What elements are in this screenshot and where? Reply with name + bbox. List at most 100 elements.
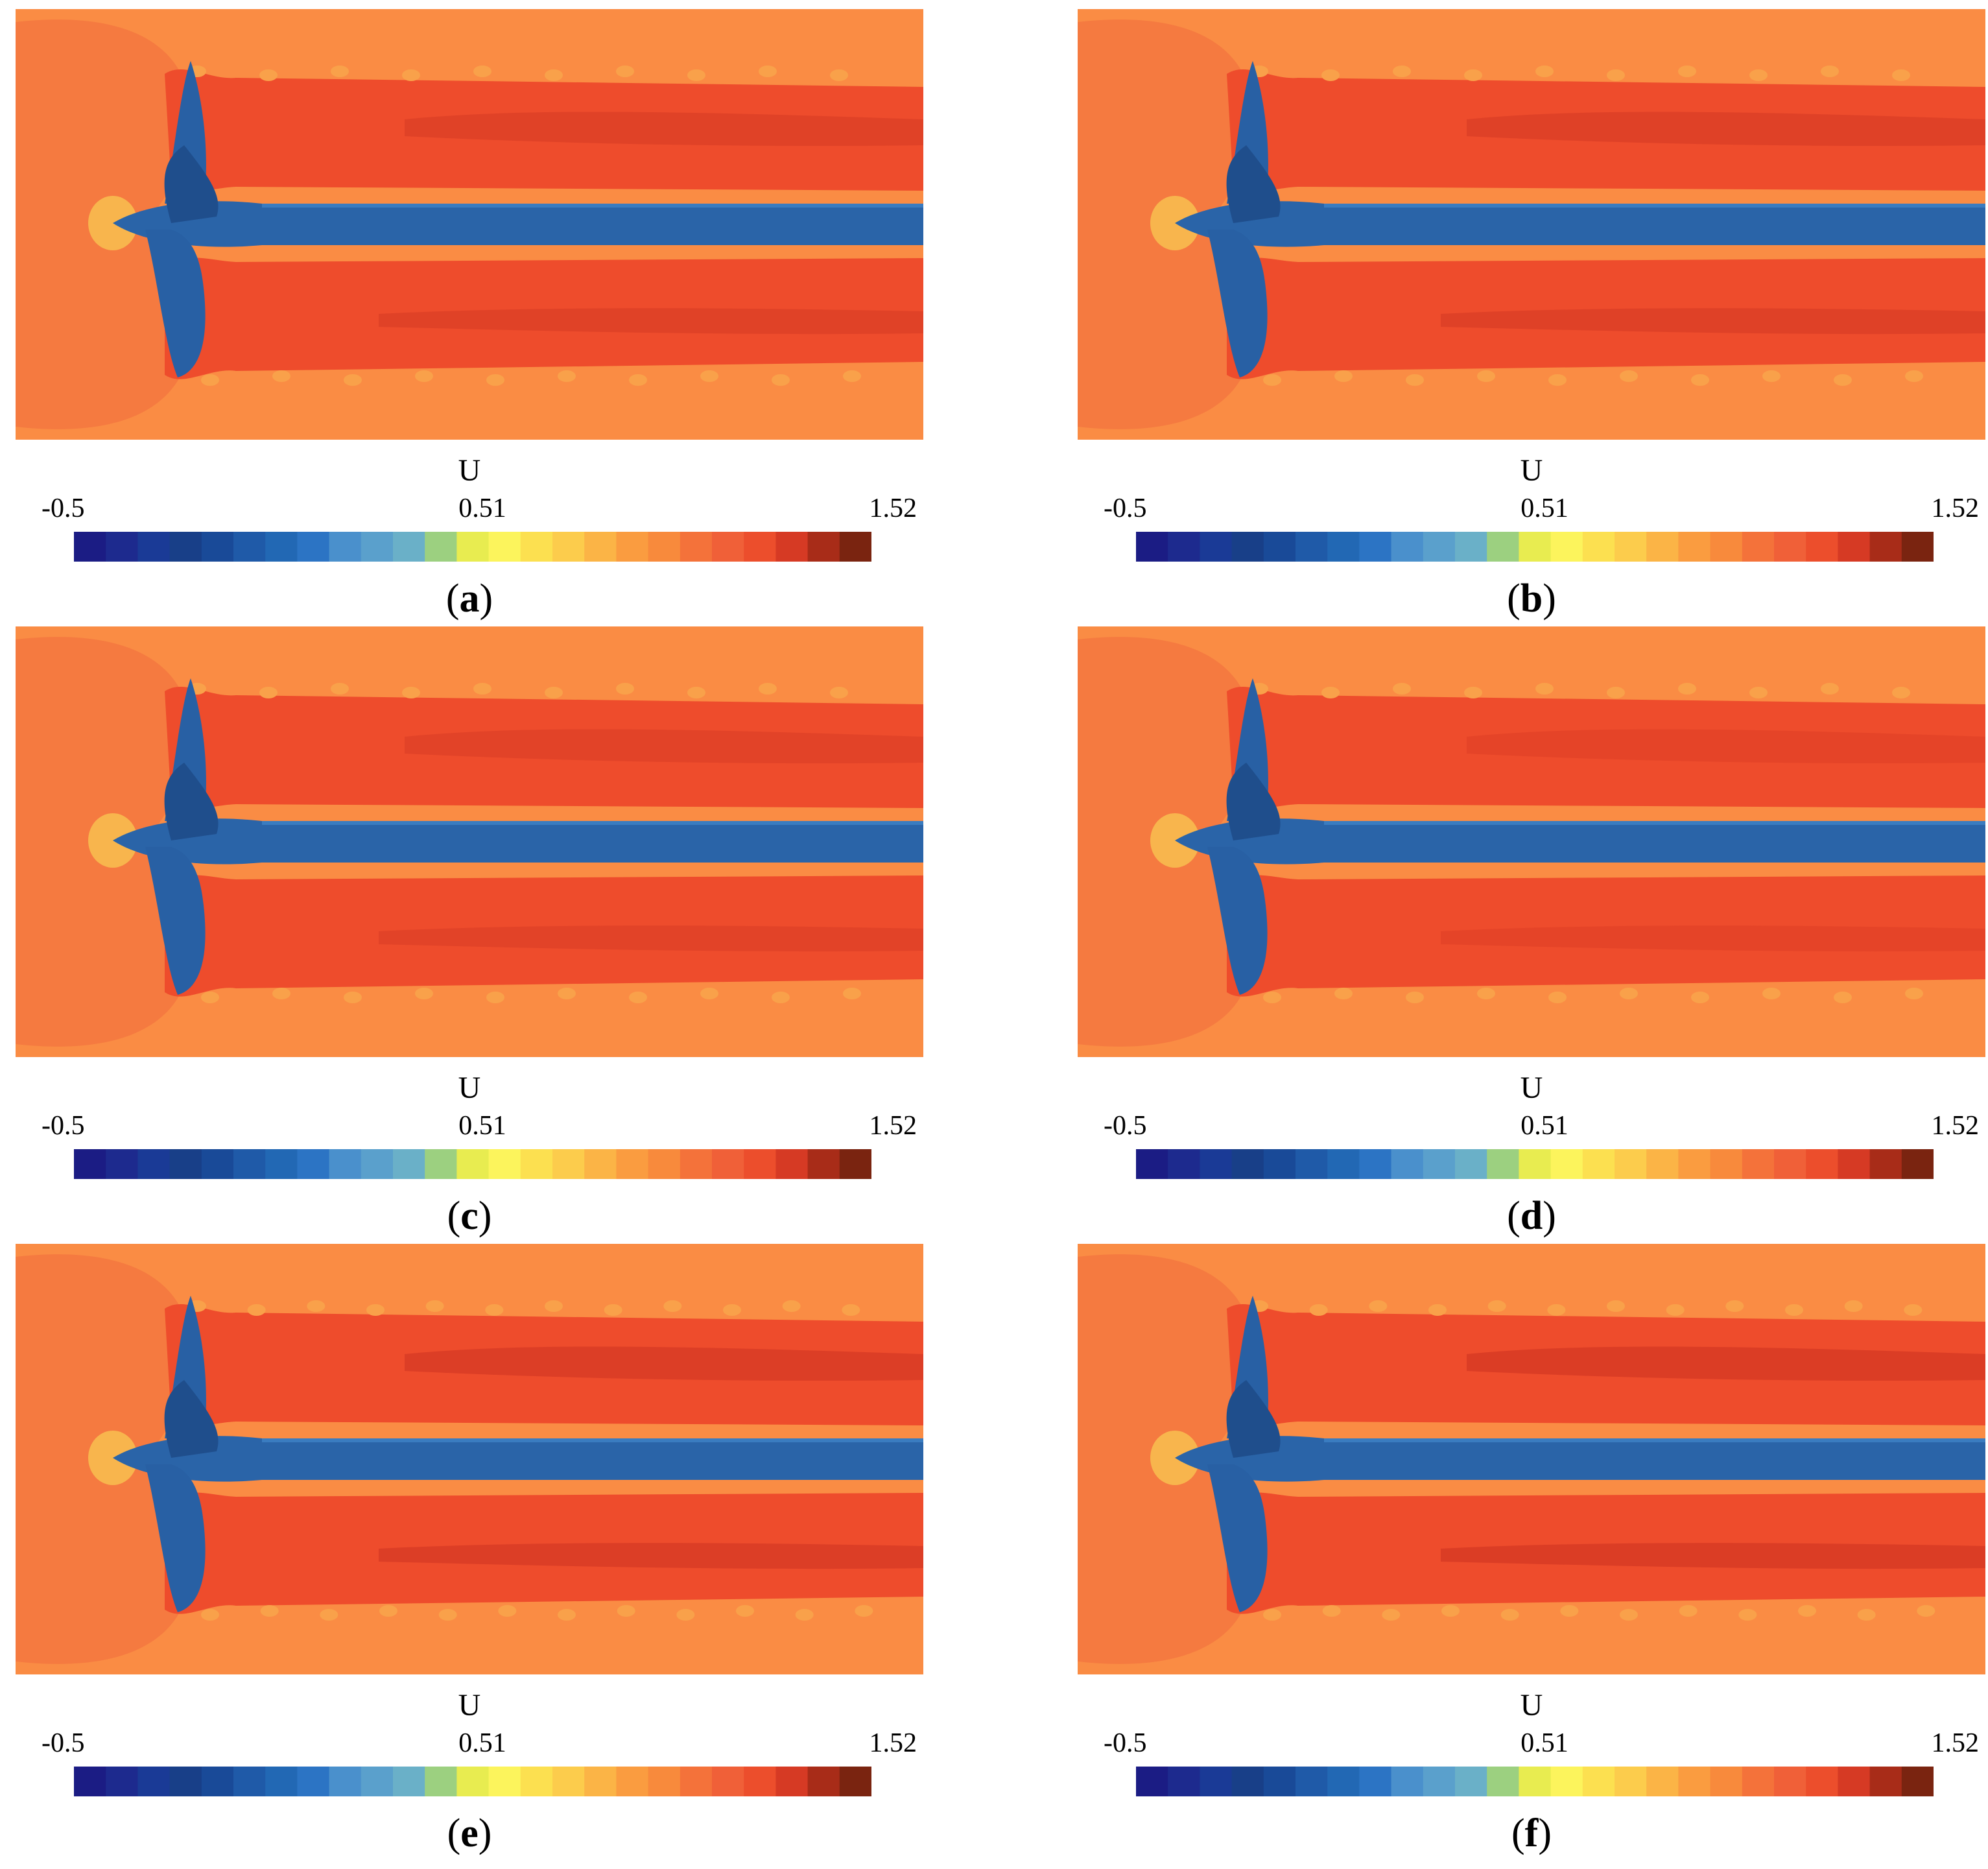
colorbar-max-label: 1.52 [1931, 494, 1980, 523]
tip-vortex-blob [1393, 683, 1411, 695]
tip-vortex-blob [415, 988, 433, 999]
tip-vortex-blob [320, 1609, 338, 1621]
colorbar-segment [1359, 532, 1392, 562]
tip-vortex-blob [1666, 1304, 1685, 1316]
tip-vortex-blob [700, 370, 718, 382]
colorbar-segment [1231, 1767, 1264, 1796]
lower-wake-core [379, 308, 923, 335]
tip-vortex-blob [1857, 1609, 1876, 1621]
tip-vortex-blob [1749, 69, 1768, 81]
shaft-highlight [1324, 1438, 1985, 1442]
colorbar-segment [1391, 532, 1424, 562]
tip-vortex-blob [1406, 374, 1424, 386]
colorbar-mid-label: 0.51 [1521, 1111, 1568, 1141]
tip-vortex-blob [1477, 370, 1495, 382]
colorbar-segment [233, 532, 266, 562]
tip-vortex-blob [486, 374, 504, 386]
colorbar-segment [106, 1149, 138, 1179]
colorbar-segment [1582, 532, 1615, 562]
colorbar-segment [1838, 1767, 1871, 1796]
colorbar-segment [1806, 532, 1838, 562]
colorbar-segment [1359, 1149, 1392, 1179]
contour-panel-f: U -0.5 0.51 1.52 (f) [1078, 1244, 1988, 1861]
tip-vortex-blob [1834, 374, 1852, 386]
colorbar-segment [1263, 1767, 1296, 1796]
colorbar-segment [1646, 1767, 1679, 1796]
colorbar-mid-label: 0.51 [458, 1728, 506, 1758]
lower-wake-core [379, 925, 923, 952]
tip-vortex-blob [1905, 988, 1923, 999]
colorbar-segment [1391, 1767, 1424, 1796]
colorbar-segment [1168, 1149, 1200, 1179]
tip-vortex-blob [558, 370, 576, 382]
colorbar-segment [1487, 1149, 1519, 1179]
propeller-blade-mid [1226, 145, 1281, 223]
colorbar-segment [1263, 532, 1296, 562]
colorbar [74, 1767, 871, 1796]
colorbar-mid-label: 0.51 [458, 1111, 506, 1141]
colorbar-segment [552, 532, 585, 562]
colorbar-segment [807, 1767, 840, 1796]
propeller-blade-lower [1207, 1464, 1268, 1612]
colorbar-segment [712, 532, 744, 562]
colorbar-segment [680, 1149, 713, 1179]
upper-wake-core [1467, 729, 1985, 764]
panel-label: (a) [445, 577, 493, 621]
colorbar-segment [680, 532, 713, 562]
tip-vortex-blob [1548, 992, 1567, 1003]
tip-vortex-blob [616, 683, 634, 695]
colorbar-segment [74, 1149, 106, 1179]
colorbar-max-label: 1.52 [869, 1728, 917, 1758]
upper-wake-core [405, 112, 923, 147]
lower-wake-core [1441, 308, 1985, 335]
colorbar-segment [329, 1767, 362, 1796]
tip-vortex-blob [1321, 687, 1340, 698]
colorbar-segment [1615, 532, 1647, 562]
tip-vortex-blob [438, 1609, 457, 1621]
tip-vortex-blob [1678, 65, 1696, 77]
colorbar-segment [1806, 1767, 1838, 1796]
shaft-highlight [262, 1438, 923, 1442]
tip-vortex-blob [1917, 1605, 1935, 1617]
colorbar-segment [169, 1767, 202, 1796]
propeller-blade-mid [1226, 1380, 1281, 1458]
colorbar-segment [1391, 1149, 1424, 1179]
colorbar-segment [1774, 1767, 1806, 1796]
tip-vortex-blob [1738, 1609, 1757, 1621]
tip-vortex-blob [830, 687, 848, 698]
colorbar-segment [744, 1149, 776, 1179]
colorbar-segment [839, 1767, 871, 1796]
tip-vortex-blob [402, 687, 420, 698]
colorbar-segment [456, 1767, 490, 1796]
colorbar-segment [106, 1767, 138, 1796]
propeller-blade-mid [164, 145, 219, 223]
tip-vortex-blob [1547, 1304, 1566, 1316]
colorbar-segment [1869, 532, 1902, 562]
tip-vortex-blob [331, 683, 349, 695]
tip-vortex-blob [558, 988, 576, 999]
colorbar-segment [1455, 532, 1487, 562]
lower-wake-core [1441, 925, 1985, 952]
colorbar-segment [807, 1149, 840, 1179]
tip-vortex-blob [723, 1304, 741, 1316]
colorbar-segment [1710, 1149, 1743, 1179]
tip-vortex-blob [782, 1300, 801, 1312]
colorbar-segment [1550, 1149, 1583, 1179]
tip-vortex-blob [260, 1605, 279, 1617]
tip-vortex-blob [676, 1609, 695, 1621]
colorbar-segment [744, 1767, 776, 1796]
tip-vortex-blob [1620, 988, 1638, 999]
tip-vortex-blob [344, 992, 362, 1003]
colorbar-segment [456, 532, 490, 562]
contour-panel-c: U -0.5 0.51 1.52 (c) [16, 626, 1021, 1244]
colorbar-segment [1838, 1149, 1871, 1179]
colorbar-segment [1423, 532, 1456, 562]
panel-label: (f) [1511, 1811, 1552, 1855]
colorbar [74, 1149, 871, 1179]
colorbar-mid-label: 0.51 [458, 494, 506, 523]
upper-wake-core [1467, 1346, 1985, 1381]
shaft [262, 1438, 923, 1480]
tip-vortex-blob [1892, 69, 1910, 81]
tip-vortex-blob [1678, 683, 1696, 695]
